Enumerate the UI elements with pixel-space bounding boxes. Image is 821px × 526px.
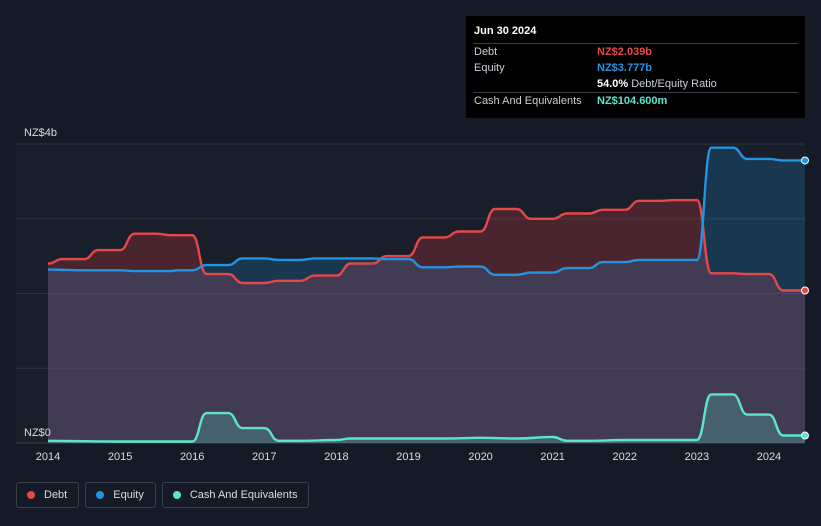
tooltip-value: NZ$2.039b — [597, 46, 653, 58]
y-max-label: NZ$4b — [24, 127, 57, 139]
x-tick-label: 2022 — [613, 451, 637, 463]
tooltip-value: NZ$3.777b — [597, 62, 653, 74]
series-lines — [47, 146, 806, 443]
cash-and-equivalents-area — [48, 394, 805, 443]
y-min-label: NZ$0 — [24, 427, 51, 439]
tooltip-label: Equity — [474, 62, 505, 74]
x-tick-label: 2016 — [180, 451, 204, 463]
equity-line — [47, 146, 805, 277]
tooltip-row-cash: Cash And Equivalents NZ$104.600m — [473, 92, 798, 109]
x-tick-label: 2015 — [108, 451, 132, 463]
x-tick-label: 2020 — [468, 451, 492, 463]
x-tick-label: 2024 — [757, 451, 781, 463]
debt-area — [48, 200, 805, 443]
legend-item-equity[interactable]: Equity — [85, 482, 156, 508]
tooltip-label: Cash And Equivalents — [474, 95, 582, 107]
x-tick-label: 2018 — [324, 451, 348, 463]
tooltip-panel: Jun 30 2024 Debt NZ$2.039b Equity NZ$3.7… — [466, 16, 805, 118]
cash-and-equivalents-endpoint — [801, 431, 809, 440]
legend-label: Equity — [113, 489, 144, 501]
cash-dot-icon — [172, 491, 181, 499]
tooltip-row-debt: Debt NZ$2.039b — [473, 43, 798, 60]
x-tick-label: 2014 — [36, 451, 60, 463]
legend-item-debt[interactable]: Debt — [16, 482, 80, 508]
x-tick-label: 2023 — [685, 451, 709, 463]
tooltip-label: Debt — [474, 46, 498, 58]
legend-label: Cash And Equivalents — [189, 489, 298, 501]
legend-item-cash[interactable]: Cash And Equivalents — [161, 482, 310, 508]
legend: Debt Equity Cash And Equivalents — [16, 482, 310, 508]
x-tick-label: 2021 — [540, 451, 564, 463]
tooltip-row-equity: Equity NZ$3.777b — [473, 60, 798, 76]
debt-line — [47, 198, 805, 292]
tooltip-date: Jun 30 2024 — [474, 25, 537, 37]
x-axis-ticks: 2014 2015 2016 2017 2018 2019 2020 2021 2022 2023… — [36, 451, 781, 463]
x-tick-label: 2017 — [252, 451, 276, 463]
tooltip-ratio-label: Debt/Equity Ratio — [631, 78, 717, 90]
tooltip-label — [473, 76, 597, 92]
series-endpoints — [801, 156, 809, 440]
legend-label: Debt — [44, 489, 68, 501]
gridlines — [16, 143, 805, 444]
tooltip-ratio-value: 54.0% — [597, 78, 629, 90]
tooltip-row-ratio: 54.0% Debt/Equity Ratio — [473, 76, 798, 92]
debt-endpoint — [801, 286, 809, 295]
equity-dot-icon — [96, 491, 105, 499]
equity-endpoint — [801, 156, 809, 165]
equity-area — [48, 147, 805, 443]
tooltip-value: NZ$104.600m — [597, 95, 668, 107]
cash-and-equivalents-line — [47, 393, 806, 443]
tooltip-ratio: 54.0% Debt/Equity Ratio — [597, 76, 717, 92]
debt-dot-icon — [27, 491, 35, 499]
x-tick-label: 2019 — [396, 451, 420, 463]
series-areas — [48, 147, 805, 443]
